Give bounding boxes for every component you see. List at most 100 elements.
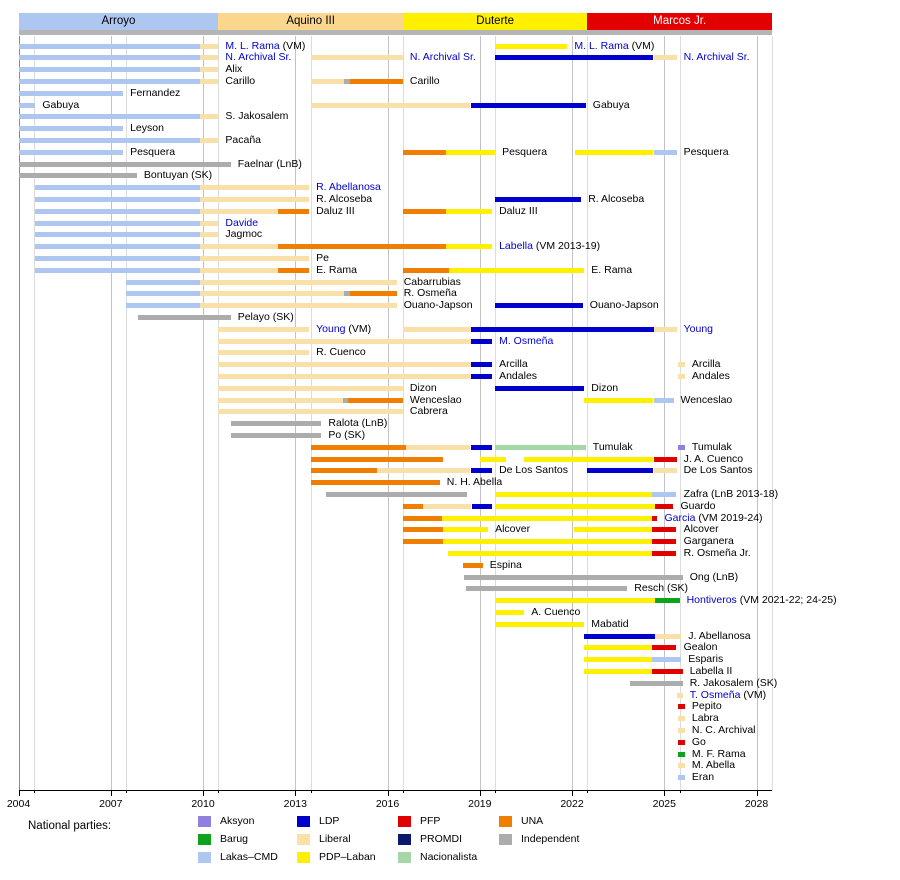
- term-bar-lakas: [126, 279, 200, 285]
- gridline-minor: [495, 36, 497, 790]
- member-label: Gabuya: [592, 98, 630, 111]
- member-label: Daluz III: [316, 204, 355, 217]
- term-bar-ind: [630, 680, 683, 686]
- axis-major-tick: [110, 790, 112, 796]
- member-label: R. Osmeña Jr.: [683, 546, 751, 559]
- member-label: De Los Santos: [683, 464, 753, 477]
- term-bar-ind: [342, 397, 349, 403]
- gridline-minor: [33, 36, 35, 790]
- term-bar-liberal: [218, 362, 471, 368]
- term-bar-lakas: [18, 78, 200, 84]
- term-bar-una: [310, 480, 440, 486]
- member-label: Fernandez: [130, 86, 181, 99]
- term-bar-ldp: [495, 385, 585, 391]
- term-bar-una: [278, 208, 310, 214]
- term-bar-pdp: [575, 149, 654, 155]
- term-bar-barug: [655, 598, 680, 604]
- term-bar-lakas: [18, 55, 200, 61]
- legend-label-liberal: Liberal: [319, 833, 351, 845]
- member-label: Daluz III: [499, 204, 538, 217]
- term-bar-pfp: [678, 704, 685, 710]
- term-bar-una: [310, 444, 406, 450]
- member-label: E. Rama: [591, 263, 633, 276]
- member-label: R. Jakosalem (SK): [689, 676, 778, 689]
- member-label: N. C. Archival: [691, 723, 756, 736]
- term-bar-liberal: [199, 43, 219, 49]
- member-label: Ouano-Japson: [589, 299, 659, 312]
- member-label: Labella (VM 2013-19): [499, 240, 601, 253]
- legend-label-ind: Independent: [521, 833, 580, 845]
- administration-segment: Duterte: [402, 13, 588, 30]
- term-bar-liberal: [199, 208, 279, 214]
- term-bar-una: [462, 562, 483, 568]
- member-label: Pesquera: [502, 145, 548, 158]
- member-label: Po (SK): [328, 428, 366, 441]
- term-bar-pdp: [445, 149, 496, 155]
- term-bar-pfp: [651, 527, 677, 533]
- term-bar-ind: [465, 586, 628, 592]
- legend-label-una: UNA: [521, 815, 544, 827]
- axis-year-label: 2019: [468, 798, 492, 810]
- administration-segment: Arroyo: [18, 13, 219, 30]
- axis-major-tick: [664, 790, 666, 796]
- term-bar-pdp: [584, 397, 654, 403]
- axis-minor-tick: [402, 790, 404, 793]
- term-bar-liberal: [199, 137, 219, 143]
- term-bar-aksyon: [678, 444, 685, 450]
- term-bar-nac: [495, 444, 586, 450]
- member-label: Tumulak: [592, 440, 633, 453]
- member-label: Wenceslao: [680, 393, 733, 406]
- legend-swatch-pfp: [398, 816, 411, 827]
- member-label: De Los Santos: [499, 464, 568, 477]
- term-bar-lakas: [35, 208, 200, 214]
- member-label: M. L. Rama (VM): [225, 39, 306, 52]
- term-bar-lakas: [678, 775, 685, 781]
- axis-minor-tick: [679, 790, 681, 793]
- term-bar-una: [402, 149, 446, 155]
- term-bar-una: [350, 78, 403, 84]
- member-label: Guardo: [680, 499, 716, 512]
- axis-line: [18, 790, 772, 791]
- member-label: Arcilla: [691, 358, 721, 371]
- member-label: Zafra (LnB 2013-18): [683, 487, 779, 500]
- member-label: M. L. Rama (VM): [574, 39, 655, 52]
- term-bar-ldp: [470, 102, 586, 108]
- term-bar-lakas: [35, 220, 200, 226]
- member-label: Pesquera: [683, 145, 729, 158]
- term-bar-ldp: [587, 468, 654, 474]
- axis-minor-tick: [126, 790, 128, 793]
- member-label: Pe: [316, 251, 329, 264]
- member-label: Ong (LnB): [689, 570, 739, 583]
- member-label: Alix: [225, 63, 243, 76]
- term-bar-pfp: [655, 503, 674, 509]
- axis-year-label: 2010: [191, 798, 215, 810]
- member-label: N. Archival Sr.: [683, 51, 750, 64]
- term-bar-liberal: [405, 444, 471, 450]
- term-bar-pfp: [651, 668, 683, 674]
- member-label: S. Jakosalem: [225, 110, 289, 123]
- member-label: Leyson: [130, 122, 164, 135]
- term-bar-ldp: [470, 326, 654, 332]
- member-label: Garcia (VM 2019-24): [664, 511, 763, 524]
- term-bar-liberal: [310, 55, 403, 61]
- gridline-major: [479, 36, 481, 790]
- term-bar-pdp: [442, 527, 488, 533]
- member-label: N. Archival Sr.: [225, 51, 292, 64]
- axis-minor-tick: [587, 790, 589, 793]
- term-bar-ind: [344, 78, 350, 84]
- term-bar-ldp: [470, 338, 492, 344]
- member-label: Go: [691, 735, 706, 748]
- axis-minor-tick: [495, 790, 497, 793]
- axis-year-label: 2025: [652, 798, 676, 810]
- axis-major-tick: [387, 790, 389, 796]
- member-label: R. Alcoseba: [588, 192, 645, 205]
- term-bar-pdp: [442, 539, 652, 545]
- axis-minor-tick: [310, 790, 312, 793]
- gridline-minor: [771, 36, 773, 790]
- member-label: Ralota (LnB): [328, 417, 388, 430]
- term-bar-ldp: [495, 303, 583, 309]
- term-bar-ldp: [470, 362, 492, 368]
- term-bar-ind: [230, 421, 322, 427]
- legend-label-nac: Nacionalista: [420, 851, 478, 863]
- axis-major-tick: [18, 790, 20, 796]
